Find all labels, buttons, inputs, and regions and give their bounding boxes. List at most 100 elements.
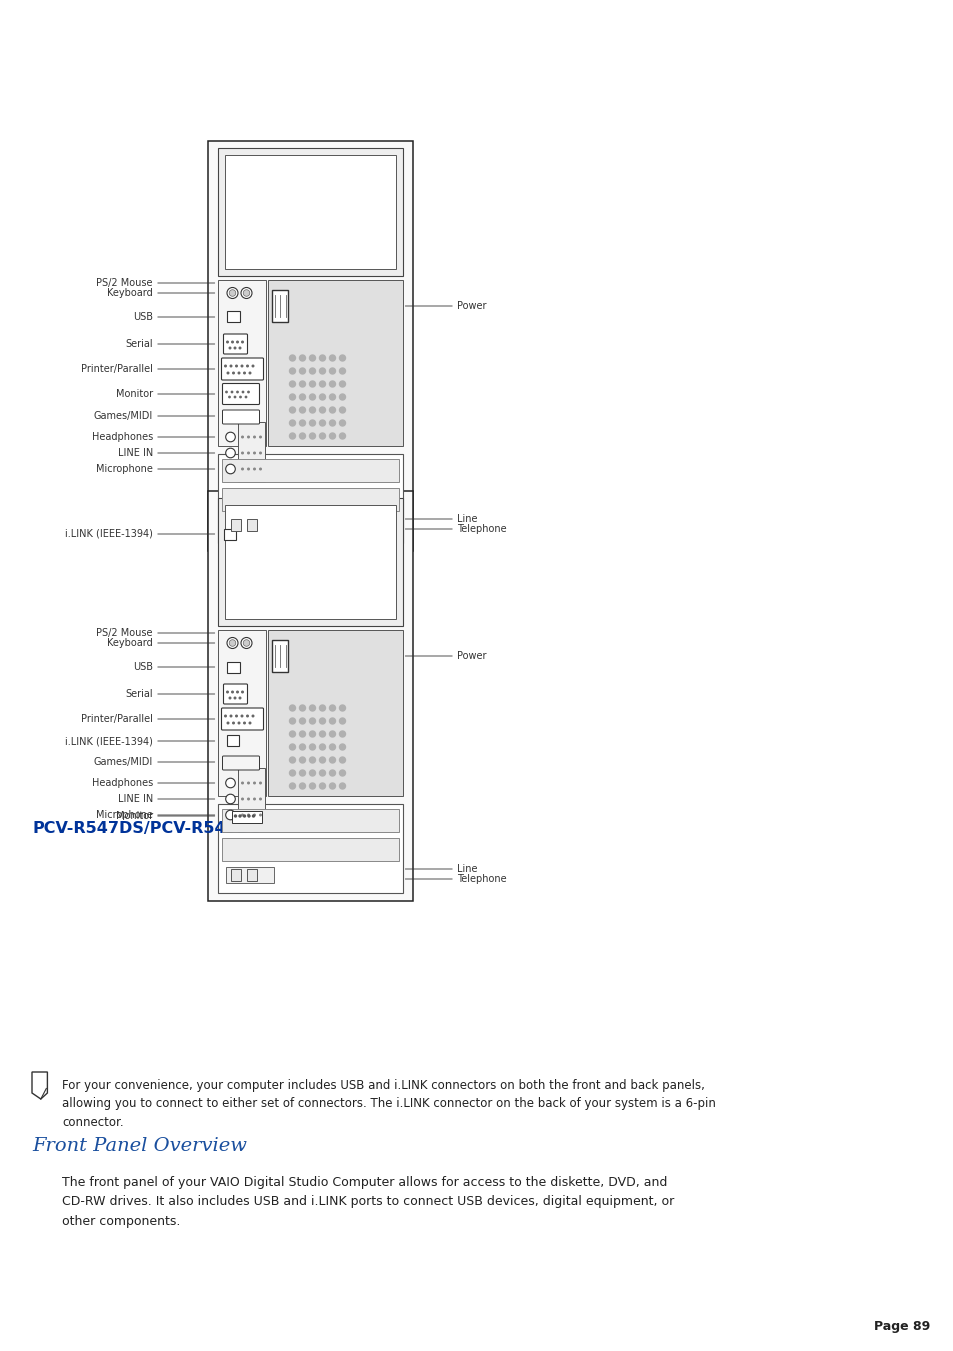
Circle shape bbox=[329, 367, 335, 374]
Bar bbox=[217, 280, 265, 446]
Bar bbox=[237, 767, 264, 828]
Circle shape bbox=[252, 715, 253, 717]
FancyBboxPatch shape bbox=[221, 708, 263, 730]
Circle shape bbox=[329, 381, 335, 386]
Circle shape bbox=[309, 394, 315, 400]
Bar bbox=[246, 869, 256, 881]
Circle shape bbox=[329, 757, 335, 763]
Circle shape bbox=[289, 744, 295, 750]
Circle shape bbox=[329, 784, 335, 789]
Circle shape bbox=[241, 453, 243, 454]
Circle shape bbox=[229, 640, 235, 646]
Circle shape bbox=[233, 347, 235, 349]
Circle shape bbox=[339, 381, 345, 386]
Circle shape bbox=[319, 744, 325, 750]
Text: USB: USB bbox=[132, 662, 152, 671]
Circle shape bbox=[259, 453, 261, 454]
Circle shape bbox=[319, 355, 325, 361]
Circle shape bbox=[241, 469, 243, 470]
Circle shape bbox=[259, 782, 261, 784]
Bar bbox=[224, 155, 395, 269]
Circle shape bbox=[239, 697, 240, 698]
Circle shape bbox=[248, 436, 249, 438]
Text: i.LINK (IEEE-1394): i.LINK (IEEE-1394) bbox=[65, 530, 152, 539]
Circle shape bbox=[299, 705, 305, 711]
Circle shape bbox=[243, 815, 245, 817]
Circle shape bbox=[339, 420, 345, 426]
Circle shape bbox=[226, 794, 235, 804]
Circle shape bbox=[299, 744, 305, 750]
Circle shape bbox=[289, 420, 295, 426]
Bar bbox=[217, 804, 402, 893]
Circle shape bbox=[253, 782, 255, 784]
Circle shape bbox=[339, 407, 345, 413]
Circle shape bbox=[309, 784, 315, 789]
Bar bbox=[267, 280, 402, 446]
FancyBboxPatch shape bbox=[222, 409, 259, 424]
Circle shape bbox=[241, 288, 252, 299]
Circle shape bbox=[319, 717, 325, 724]
Text: LINE IN: LINE IN bbox=[117, 794, 152, 804]
Circle shape bbox=[299, 381, 305, 386]
Circle shape bbox=[299, 731, 305, 738]
Circle shape bbox=[309, 381, 315, 386]
Circle shape bbox=[236, 692, 238, 693]
Text: Serial: Serial bbox=[125, 689, 152, 698]
Bar bbox=[217, 630, 265, 796]
Bar bbox=[232, 811, 261, 823]
Circle shape bbox=[309, 744, 315, 750]
Circle shape bbox=[289, 770, 295, 775]
Circle shape bbox=[339, 434, 345, 439]
Circle shape bbox=[236, 342, 238, 343]
Circle shape bbox=[227, 288, 237, 299]
Text: PS/2 Mouse: PS/2 Mouse bbox=[96, 628, 152, 638]
Bar bbox=[226, 662, 239, 673]
Text: Games/MIDI: Games/MIDI bbox=[93, 411, 152, 422]
Circle shape bbox=[329, 744, 335, 750]
Circle shape bbox=[299, 367, 305, 374]
Circle shape bbox=[248, 782, 249, 784]
Text: Headphones: Headphones bbox=[91, 432, 152, 442]
Bar bbox=[221, 838, 398, 861]
Circle shape bbox=[248, 469, 249, 470]
Circle shape bbox=[243, 289, 250, 296]
Text: Keyboard: Keyboard bbox=[107, 638, 152, 648]
Circle shape bbox=[233, 697, 235, 698]
Circle shape bbox=[227, 638, 237, 648]
Circle shape bbox=[247, 715, 248, 717]
Circle shape bbox=[234, 815, 236, 817]
Circle shape bbox=[289, 731, 295, 738]
Circle shape bbox=[299, 770, 305, 775]
Circle shape bbox=[289, 367, 295, 374]
Bar bbox=[217, 454, 402, 543]
Circle shape bbox=[229, 347, 231, 349]
Circle shape bbox=[253, 453, 255, 454]
Circle shape bbox=[339, 757, 345, 763]
Polygon shape bbox=[32, 1071, 48, 1098]
Circle shape bbox=[234, 396, 235, 397]
Circle shape bbox=[232, 342, 233, 343]
Circle shape bbox=[299, 407, 305, 413]
Circle shape bbox=[259, 469, 261, 470]
Circle shape bbox=[253, 815, 254, 817]
Circle shape bbox=[319, 784, 325, 789]
Bar bbox=[225, 517, 274, 534]
Circle shape bbox=[236, 392, 238, 393]
Circle shape bbox=[259, 815, 261, 816]
Circle shape bbox=[232, 692, 233, 693]
Text: Line: Line bbox=[456, 513, 477, 524]
Bar bbox=[221, 809, 398, 832]
Circle shape bbox=[235, 365, 237, 367]
Circle shape bbox=[299, 434, 305, 439]
Circle shape bbox=[319, 434, 325, 439]
Circle shape bbox=[248, 453, 249, 454]
Circle shape bbox=[329, 705, 335, 711]
Circle shape bbox=[299, 394, 305, 400]
FancyBboxPatch shape bbox=[222, 384, 259, 404]
Text: Headphones: Headphones bbox=[91, 778, 152, 788]
Text: LINE IN: LINE IN bbox=[117, 449, 152, 458]
Circle shape bbox=[319, 381, 325, 386]
Circle shape bbox=[289, 784, 295, 789]
Circle shape bbox=[227, 723, 229, 724]
Bar bbox=[226, 312, 239, 323]
